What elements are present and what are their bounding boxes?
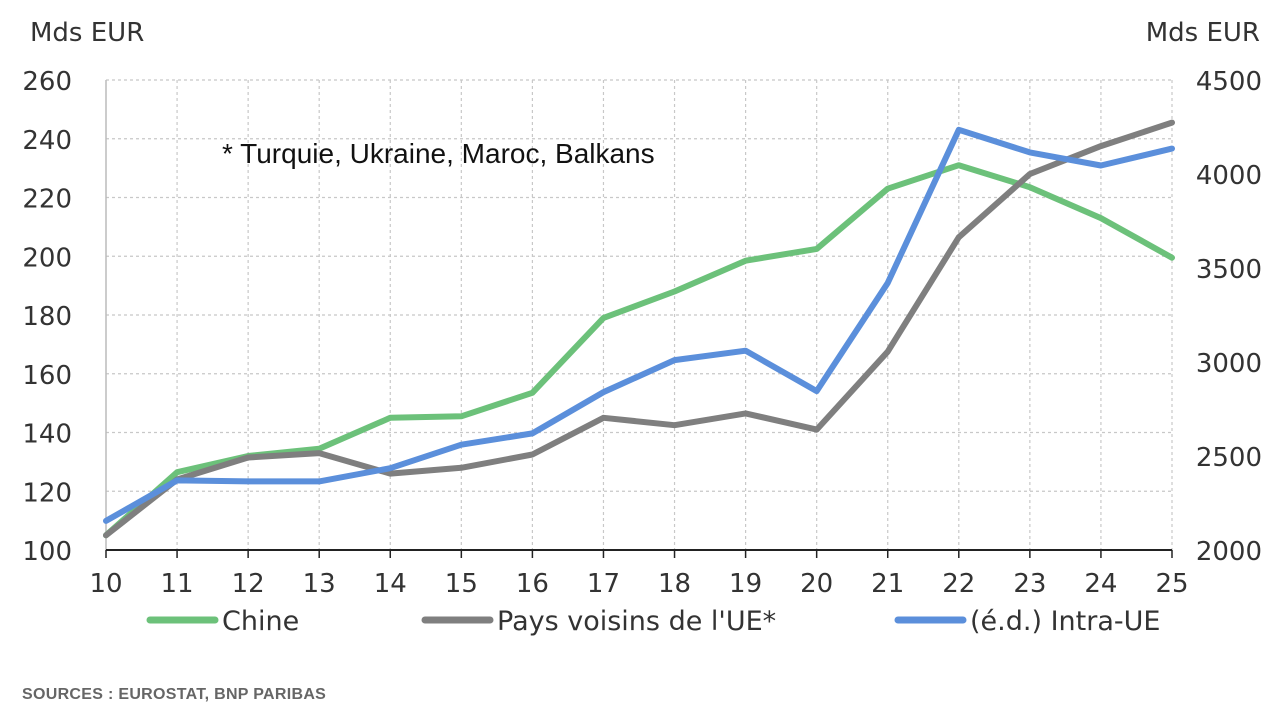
y-left-tick-label: 220 [22,185,72,215]
x-tick-label: 13 [303,569,336,599]
y-right-tick-label: 4500 [1196,67,1262,97]
y-right-unit-label: Mds EUR [1145,18,1260,48]
x-tick-label: 25 [1155,569,1188,599]
y-left-tick-label: 180 [22,302,72,332]
x-tick-label: 19 [729,569,762,599]
x-tick-label: 22 [942,569,975,599]
legend-label: Pays voisins de l'UE* [497,606,776,637]
x-tick-label: 10 [89,569,122,599]
series-line-2 [103,126,1175,524]
legend-label: (é.d.) Intra-UE [970,606,1160,637]
series-line-1 [103,119,1175,539]
x-tick-label: 17 [587,569,620,599]
y-left-tick-label: 120 [22,478,72,508]
tick-labels: 100 120 140 160 180 200 220 240 260 2000 2500 3000 3… [22,67,1262,599]
legend-label: Chine [222,606,299,637]
y-left-tick-label: 140 [22,420,72,450]
series-lines [103,119,1175,539]
y-left-tick-label: 160 [22,361,72,391]
x-tick-label: 24 [1084,569,1117,599]
y-left-tick-label: 200 [22,243,72,273]
x-tick-label: 15 [445,569,478,599]
y-right-tick-label: 4000 [1196,161,1262,191]
axes [105,80,1173,558]
y-left-tick-label: 100 [22,537,72,567]
y-right-tick-label: 2000 [1196,537,1262,567]
x-tick-label: 18 [658,569,691,599]
source-note: SOURCES : EUROSTAT, BNP PARIBAS [22,686,327,703]
y-right-tick-label: 2500 [1196,443,1262,473]
chart-annotation: * Turquie, Ukraine, Maroc, Balkans [222,138,655,169]
y-left-unit-label: Mds EUR [30,18,145,48]
x-tick-label: 12 [232,569,265,599]
y-left-tick-label: 240 [22,126,72,156]
y-left-tick-label: 260 [22,67,72,97]
y-right-tick-label: 3000 [1196,349,1262,379]
x-tick-label: 21 [871,569,904,599]
y-right-tick-label: 3500 [1196,255,1262,285]
x-tick-label: 20 [800,569,833,599]
legend: Chine Pays voisins de l'UE* (é.d.) Intra-U… [146,606,1160,637]
x-tick-label: 23 [1013,569,1046,599]
x-tick-label: 14 [374,569,407,599]
x-tick-label: 16 [516,569,549,599]
x-tick-label: 11 [161,569,194,599]
